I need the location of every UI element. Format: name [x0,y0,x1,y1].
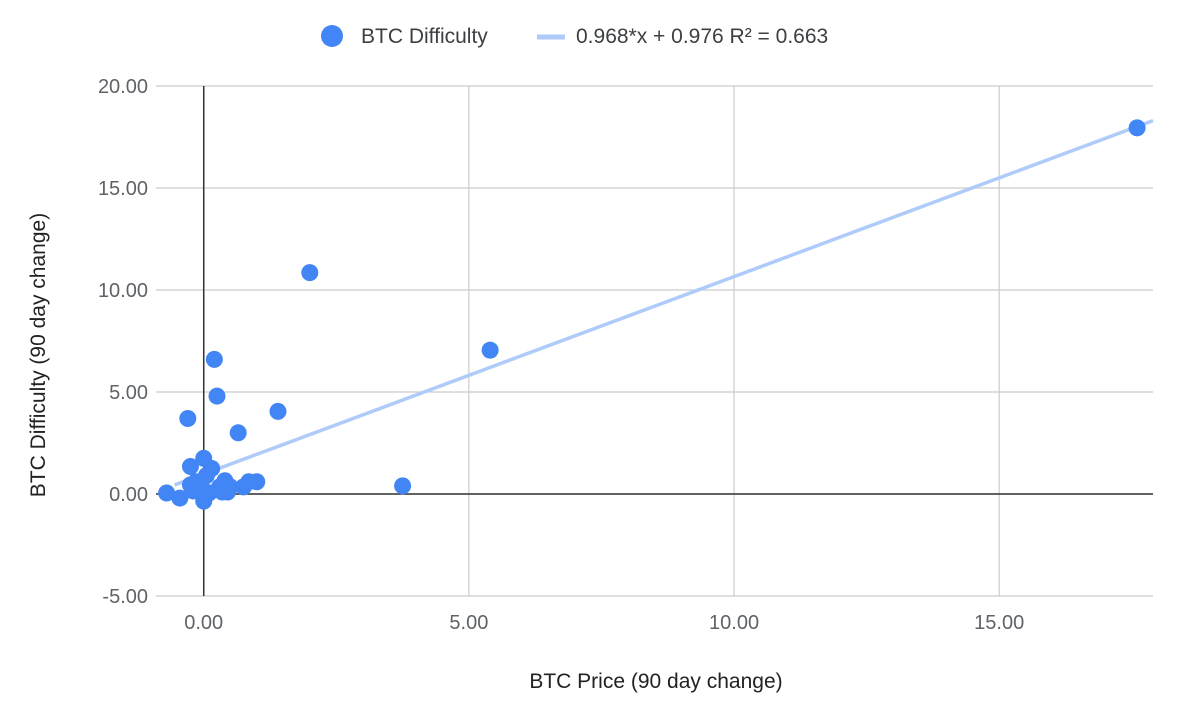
legend-series-label: BTC Difficulty [361,25,488,48]
y-axis-title: BTC Difficulty (90 day change) [27,213,50,497]
legend-trendline-label: 0.968*x + 0.976 R² = 0.663 [576,25,828,48]
data-point [248,473,266,491]
gridlines [156,85,1153,597]
y-tick-label: 20.00 [98,76,148,98]
data-point [179,410,197,428]
x-axis-ticks: 0.00 5.00 10.00 15.00 [184,612,1024,634]
y-tick-label: 5.00 [109,382,148,404]
data-point [1128,119,1146,137]
data-point [171,489,189,507]
data-point [208,387,226,405]
y-tick-label: -5.00 [102,586,148,608]
y-tick-label: 0.00 [109,484,148,506]
y-tick-label: 10.00 [98,280,148,302]
x-tick-label: 0.00 [184,612,223,634]
data-point [205,350,223,368]
data-point [301,264,319,282]
data-point [394,477,412,495]
x-tick-label: 5.00 [449,612,488,634]
legend[interactable]: BTC Difficulty 0.968*x + 0.976 R² = 0.66… [321,25,828,48]
data-points [158,119,1146,510]
legend-series-marker [321,25,343,47]
data-point [181,457,199,475]
data-point [203,460,221,477]
data-point [158,484,176,502]
trendline [173,118,1154,487]
y-axis-ticks: -5.00 0.00 5.00 10.00 15.00 20.00 [98,76,148,608]
data-point [221,478,239,496]
x-tick-label: 15.00 [974,612,1024,634]
x-axis-title: BTC Price (90 day change) [529,670,782,693]
y-tick-label: 15.00 [98,178,148,200]
data-point [269,402,287,420]
zero-axes [156,86,1153,596]
data-point [481,341,499,359]
x-tick-label: 10.00 [709,612,759,634]
trendline-layer [173,118,1154,487]
data-point [229,424,247,442]
